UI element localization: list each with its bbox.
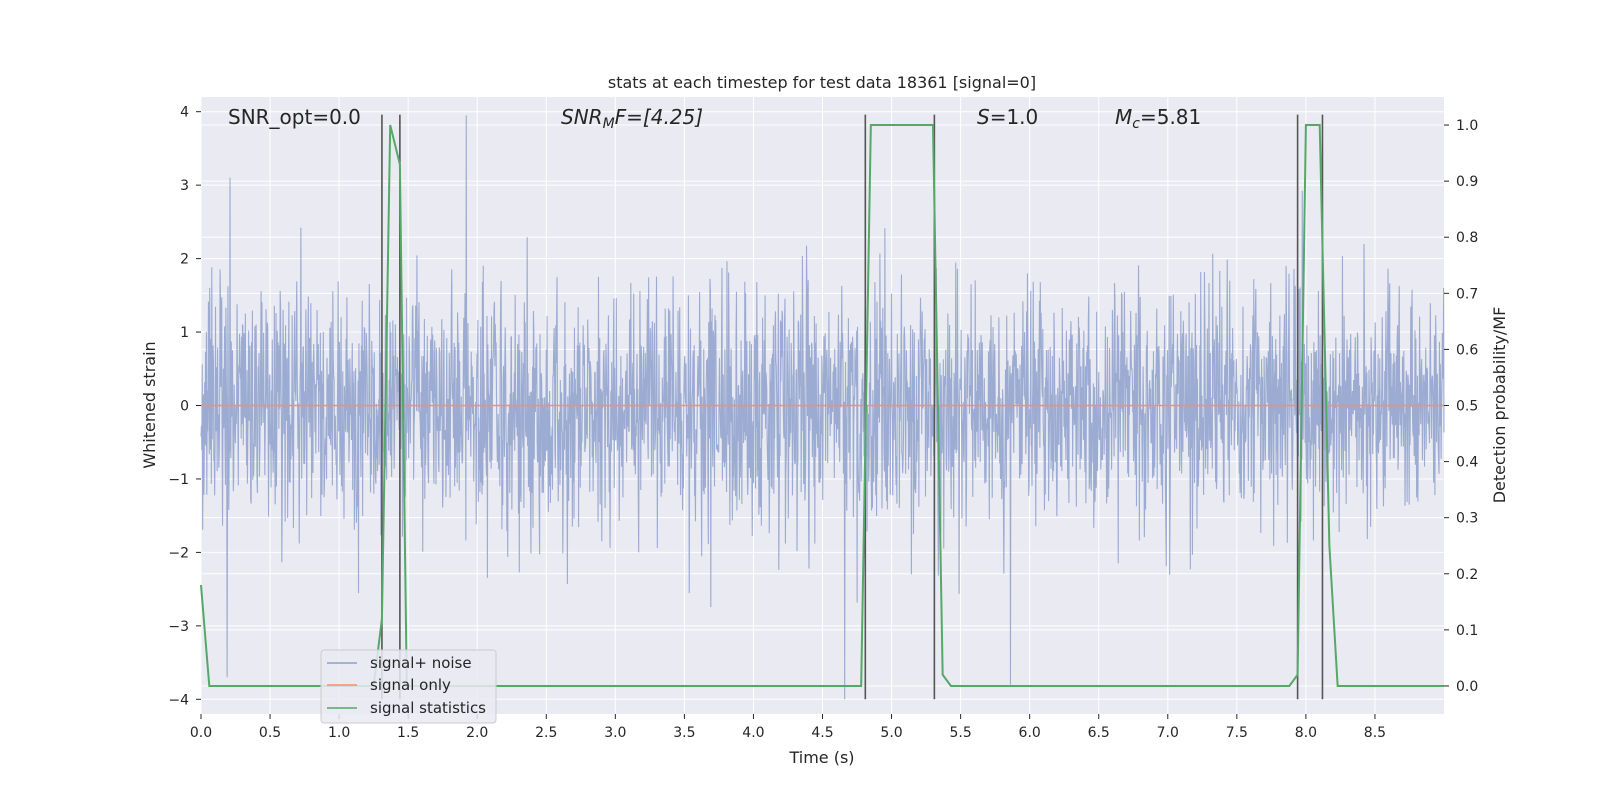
- x-tick-label-3: 1.5: [397, 725, 419, 741]
- chart-title: stats at each timestep for test data 183…: [608, 73, 1036, 92]
- legend: signal+ noise signal only signal statist…: [320, 649, 497, 724]
- y-axis-ticks: 4 3 2 1 0 −1 −2 −3 −4: [168, 105, 201, 708]
- y-tick-label-7: −3: [168, 619, 189, 635]
- snr-mf-rest: F=[4.25]: [615, 105, 703, 129]
- y-right-tick-label-10: 0.0: [1456, 679, 1478, 695]
- y-tick-label-6: −2: [168, 545, 189, 561]
- x-tick-label-6: 3.0: [604, 725, 626, 741]
- snr-mf-main: SNR: [561, 105, 603, 129]
- y-tick-label-2: 2: [180, 252, 189, 268]
- y-right-axis-label: Detection probability/MF: [1490, 307, 1509, 504]
- y-right-tick-label-7: 0.3: [1456, 511, 1478, 527]
- mc-rest: =5.81: [1140, 105, 1201, 129]
- s-rest: =1.0: [990, 105, 1039, 129]
- x-tick-label-4: 2.0: [466, 725, 488, 741]
- mc-sub: c: [1132, 116, 1140, 132]
- annotation-snr-opt: SNR_opt=0.0: [228, 105, 361, 129]
- x-tick-label-7: 3.5: [673, 725, 695, 741]
- x-tick-label-2: 1.0: [328, 725, 350, 741]
- noise-series: [200, 115, 1445, 700]
- x-tick-label-12: 6.0: [1019, 725, 1041, 741]
- x-tick-label-9: 4.5: [811, 725, 833, 741]
- y-right-tick-label-5: 0.5: [1456, 399, 1478, 415]
- noise-trace: [200, 115, 1445, 700]
- y-tick-label-3: 1: [180, 325, 189, 341]
- x-tick-label-13: 6.5: [1088, 725, 1110, 741]
- legend-label-noise: signal+ noise: [370, 654, 472, 672]
- x-tick-label-16: 8.0: [1295, 725, 1317, 741]
- legend-box: [320, 649, 497, 724]
- x-tick-label-11: 5.5: [949, 725, 971, 741]
- y-right-tick-label-1: 0.9: [1456, 174, 1478, 190]
- x-tick-label-15: 7.5: [1226, 725, 1248, 741]
- x-tick-label-10: 5.0: [880, 725, 902, 741]
- mc-main: M: [1115, 105, 1132, 129]
- annotation-snr-mf: SNRMF=[4.25]: [561, 105, 703, 132]
- annotation-mc: Mc=5.81: [1115, 105, 1201, 132]
- y-tick-label-8: −4: [168, 692, 189, 708]
- x-tick-label-0: 0.0: [190, 725, 212, 741]
- y-tick-label-0: 4: [180, 105, 189, 121]
- y-right-tick-label-9: 0.1: [1456, 623, 1478, 639]
- y-right-tick-label-3: 0.7: [1456, 286, 1478, 302]
- legend-label-signal-only: signal only: [370, 676, 451, 694]
- y-right-tick-label-4: 0.6: [1456, 342, 1478, 358]
- legend-label-statistics: signal statistics: [370, 699, 486, 717]
- snr-mf-sub: M: [603, 116, 615, 132]
- y-right-axis-ticks: 1.0 0.9 0.8 0.7 0.6 0.5 0.4 0.3 0.2 0.1 0.0: [1444, 118, 1478, 695]
- x-tick-label-14: 7.0: [1157, 725, 1179, 741]
- x-tick-label-1: 0.5: [259, 725, 281, 741]
- y-tick-label-5: −1: [168, 472, 189, 488]
- y-right-tick-label-2: 0.8: [1456, 230, 1478, 246]
- y-tick-label-4: 0: [180, 399, 189, 415]
- annotation-s: S=1.0: [977, 105, 1038, 129]
- x-axis-ticks: 0.0 0.5 1.0 1.5 2.0 2.5 3.0 3.5 4.0 4.5 5.0 5.5 6.0 6…: [190, 714, 1386, 741]
- y-right-tick-label-8: 0.2: [1456, 567, 1478, 583]
- x-axis-label: Time (s): [788, 748, 854, 767]
- y-tick-label-1: 3: [180, 178, 189, 194]
- s-main: S: [977, 105, 990, 129]
- y-right-tick-label-6: 0.4: [1456, 455, 1478, 471]
- x-tick-label-8: 4.0: [742, 725, 764, 741]
- y-axis-label: Whitened strain: [140, 341, 159, 468]
- x-tick-label-17: 8.5: [1364, 725, 1386, 741]
- y-right-tick-label-0: 1.0: [1456, 118, 1478, 134]
- x-tick-label-5: 2.5: [535, 725, 557, 741]
